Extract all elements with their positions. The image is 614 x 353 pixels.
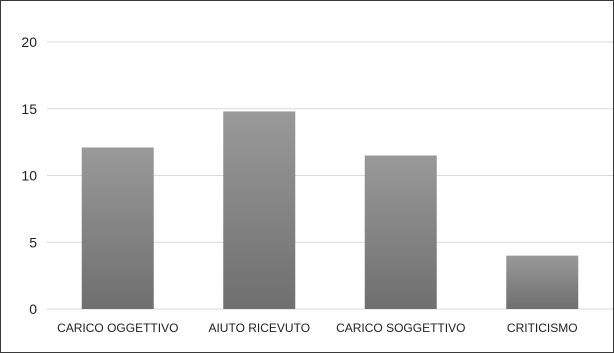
y-tick-label-15: 15 — [21, 101, 37, 117]
y-tick-label-20: 20 — [21, 34, 37, 50]
bar-carico-soggettivo — [364, 155, 437, 309]
y-tick-label-10: 10 — [21, 168, 37, 184]
bar-carico-oggettivo — [81, 147, 154, 309]
bars — [81, 111, 579, 309]
x-category-label-aiuto-ricevuto: AIUTO RICEVUTO — [208, 321, 310, 335]
y-tick-label-0: 0 — [29, 301, 37, 317]
x-category-label-carico-soggettivo: CARICO SOGGETTIVO — [336, 321, 465, 335]
x-category-label-carico-oggettivo: CARICO OGGETTIVO — [57, 321, 178, 335]
y-axis-tick-labels: 0 5 10 15 20 — [21, 34, 37, 317]
x-axis-category-labels: CARICO OGGETTIVO AIUTO RICEVUTO CARICO SOG… — [57, 321, 578, 335]
bar-criticismo — [506, 255, 579, 309]
bar-aiuto-ricevuto — [223, 111, 296, 309]
x-category-label-criticismo: CRITICISMO — [507, 321, 578, 335]
y-tick-label-5: 5 — [29, 234, 37, 250]
